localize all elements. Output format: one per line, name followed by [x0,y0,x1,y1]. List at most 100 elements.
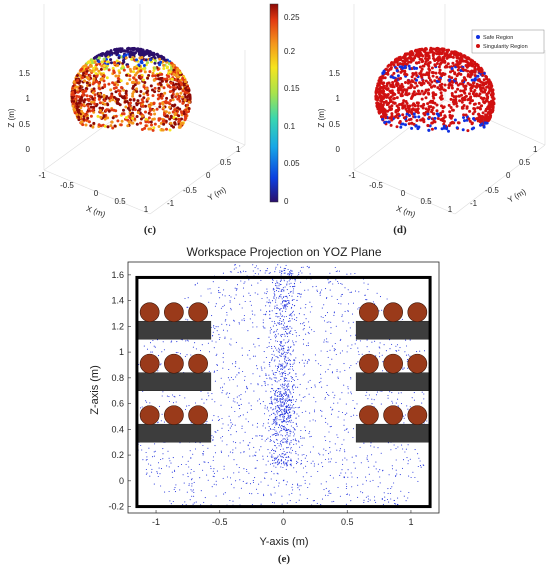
workspace-point [255,292,256,293]
colorbar [270,4,278,202]
workspace-point [309,431,310,432]
workspace-point [293,288,294,289]
workspace-point [215,431,216,432]
cloud-point [104,109,107,112]
cloud-point [171,78,174,81]
workspace-point [308,321,309,322]
workspace-point [314,385,315,386]
workspace-point [200,391,201,392]
cloud-point [178,118,181,121]
workspace-point [270,391,271,392]
workspace-point [280,366,281,367]
cloud-point [399,126,402,129]
cloud-point [127,107,130,110]
workspace-point [171,341,172,342]
cloud-point [186,104,189,107]
cloud-point [85,124,88,127]
cloud-point [162,106,165,109]
panel-c-x-tick: 1 [144,205,149,214]
workspace-point [155,347,156,348]
cloud-point [163,78,166,81]
cloud-point [478,102,481,105]
workspace-point [357,361,358,362]
workspace-point [307,487,308,488]
workspace-point [272,384,273,385]
cloud-point [88,120,91,123]
workspace-point [188,405,189,406]
cloud-point [441,47,444,50]
workspace-point [293,379,294,380]
workspace-point [283,415,284,416]
workspace-point [321,416,322,417]
workspace-point [210,466,211,467]
cloud-point [440,74,443,77]
cloud-point [162,123,165,126]
workspace-point [280,373,281,374]
cloud-point [78,99,81,102]
cloud-point [380,79,383,82]
workspace-point [179,395,180,396]
workspace-point [284,361,285,362]
workspace-point [356,415,357,416]
cloud-point [425,96,428,99]
y-tick-label: 1.6 [111,270,124,280]
workspace-point [269,452,270,453]
workspace-point [270,429,271,430]
workspace-point [280,388,281,389]
workspace-point [279,344,280,345]
workspace-point [408,354,409,355]
panel-c-y-label: Y (m) [206,185,228,203]
workspace-point [350,348,351,349]
workspace-point [278,288,279,289]
workspace-point [229,393,230,394]
workspace-point [219,337,220,338]
workspace-point [305,430,306,431]
workspace-point [243,414,244,415]
workspace-point [288,347,289,348]
workspace-point [282,405,283,406]
workspace-point [281,356,282,357]
cloud-point [428,76,431,79]
workspace-point [252,455,253,456]
workspace-point [287,381,288,382]
workspace-point [355,291,356,292]
cloud-point [173,113,176,116]
cloud-point [139,122,142,125]
cloud-point [112,67,115,70]
workspace-point [239,322,240,323]
workspace-point [290,286,291,287]
workspace-point [369,351,370,352]
workspace-point [281,445,282,446]
cloud-point [383,109,386,112]
workspace-point [276,331,277,332]
cloud-point [181,77,184,80]
workspace-point [330,281,331,282]
cloud-point [124,50,127,53]
workspace-point [274,331,275,332]
cloud-point [408,67,411,70]
workspace-point [209,351,210,352]
workspace-point [285,435,286,436]
workspace-point [162,448,163,449]
cloud-point [149,50,152,53]
workspace-point [311,436,312,437]
workspace-point [338,303,339,304]
workspace-point [273,421,274,422]
cloud-point [115,115,118,118]
workspace-point [277,473,278,474]
cloud-point [385,87,388,90]
workspace-point [264,413,265,414]
workspace-point [277,392,278,393]
cloud-point [115,97,118,100]
workspace-point [285,378,286,379]
workspace-point [151,472,152,473]
workspace-point [350,365,351,366]
workspace-point [251,409,252,410]
workspace-point [367,340,368,341]
workspace-point [289,431,290,432]
workspace-point [252,311,253,312]
workspace-point [327,423,328,424]
workspace-point [257,460,258,461]
workspace-point [231,407,232,408]
workspace-point [214,372,215,373]
